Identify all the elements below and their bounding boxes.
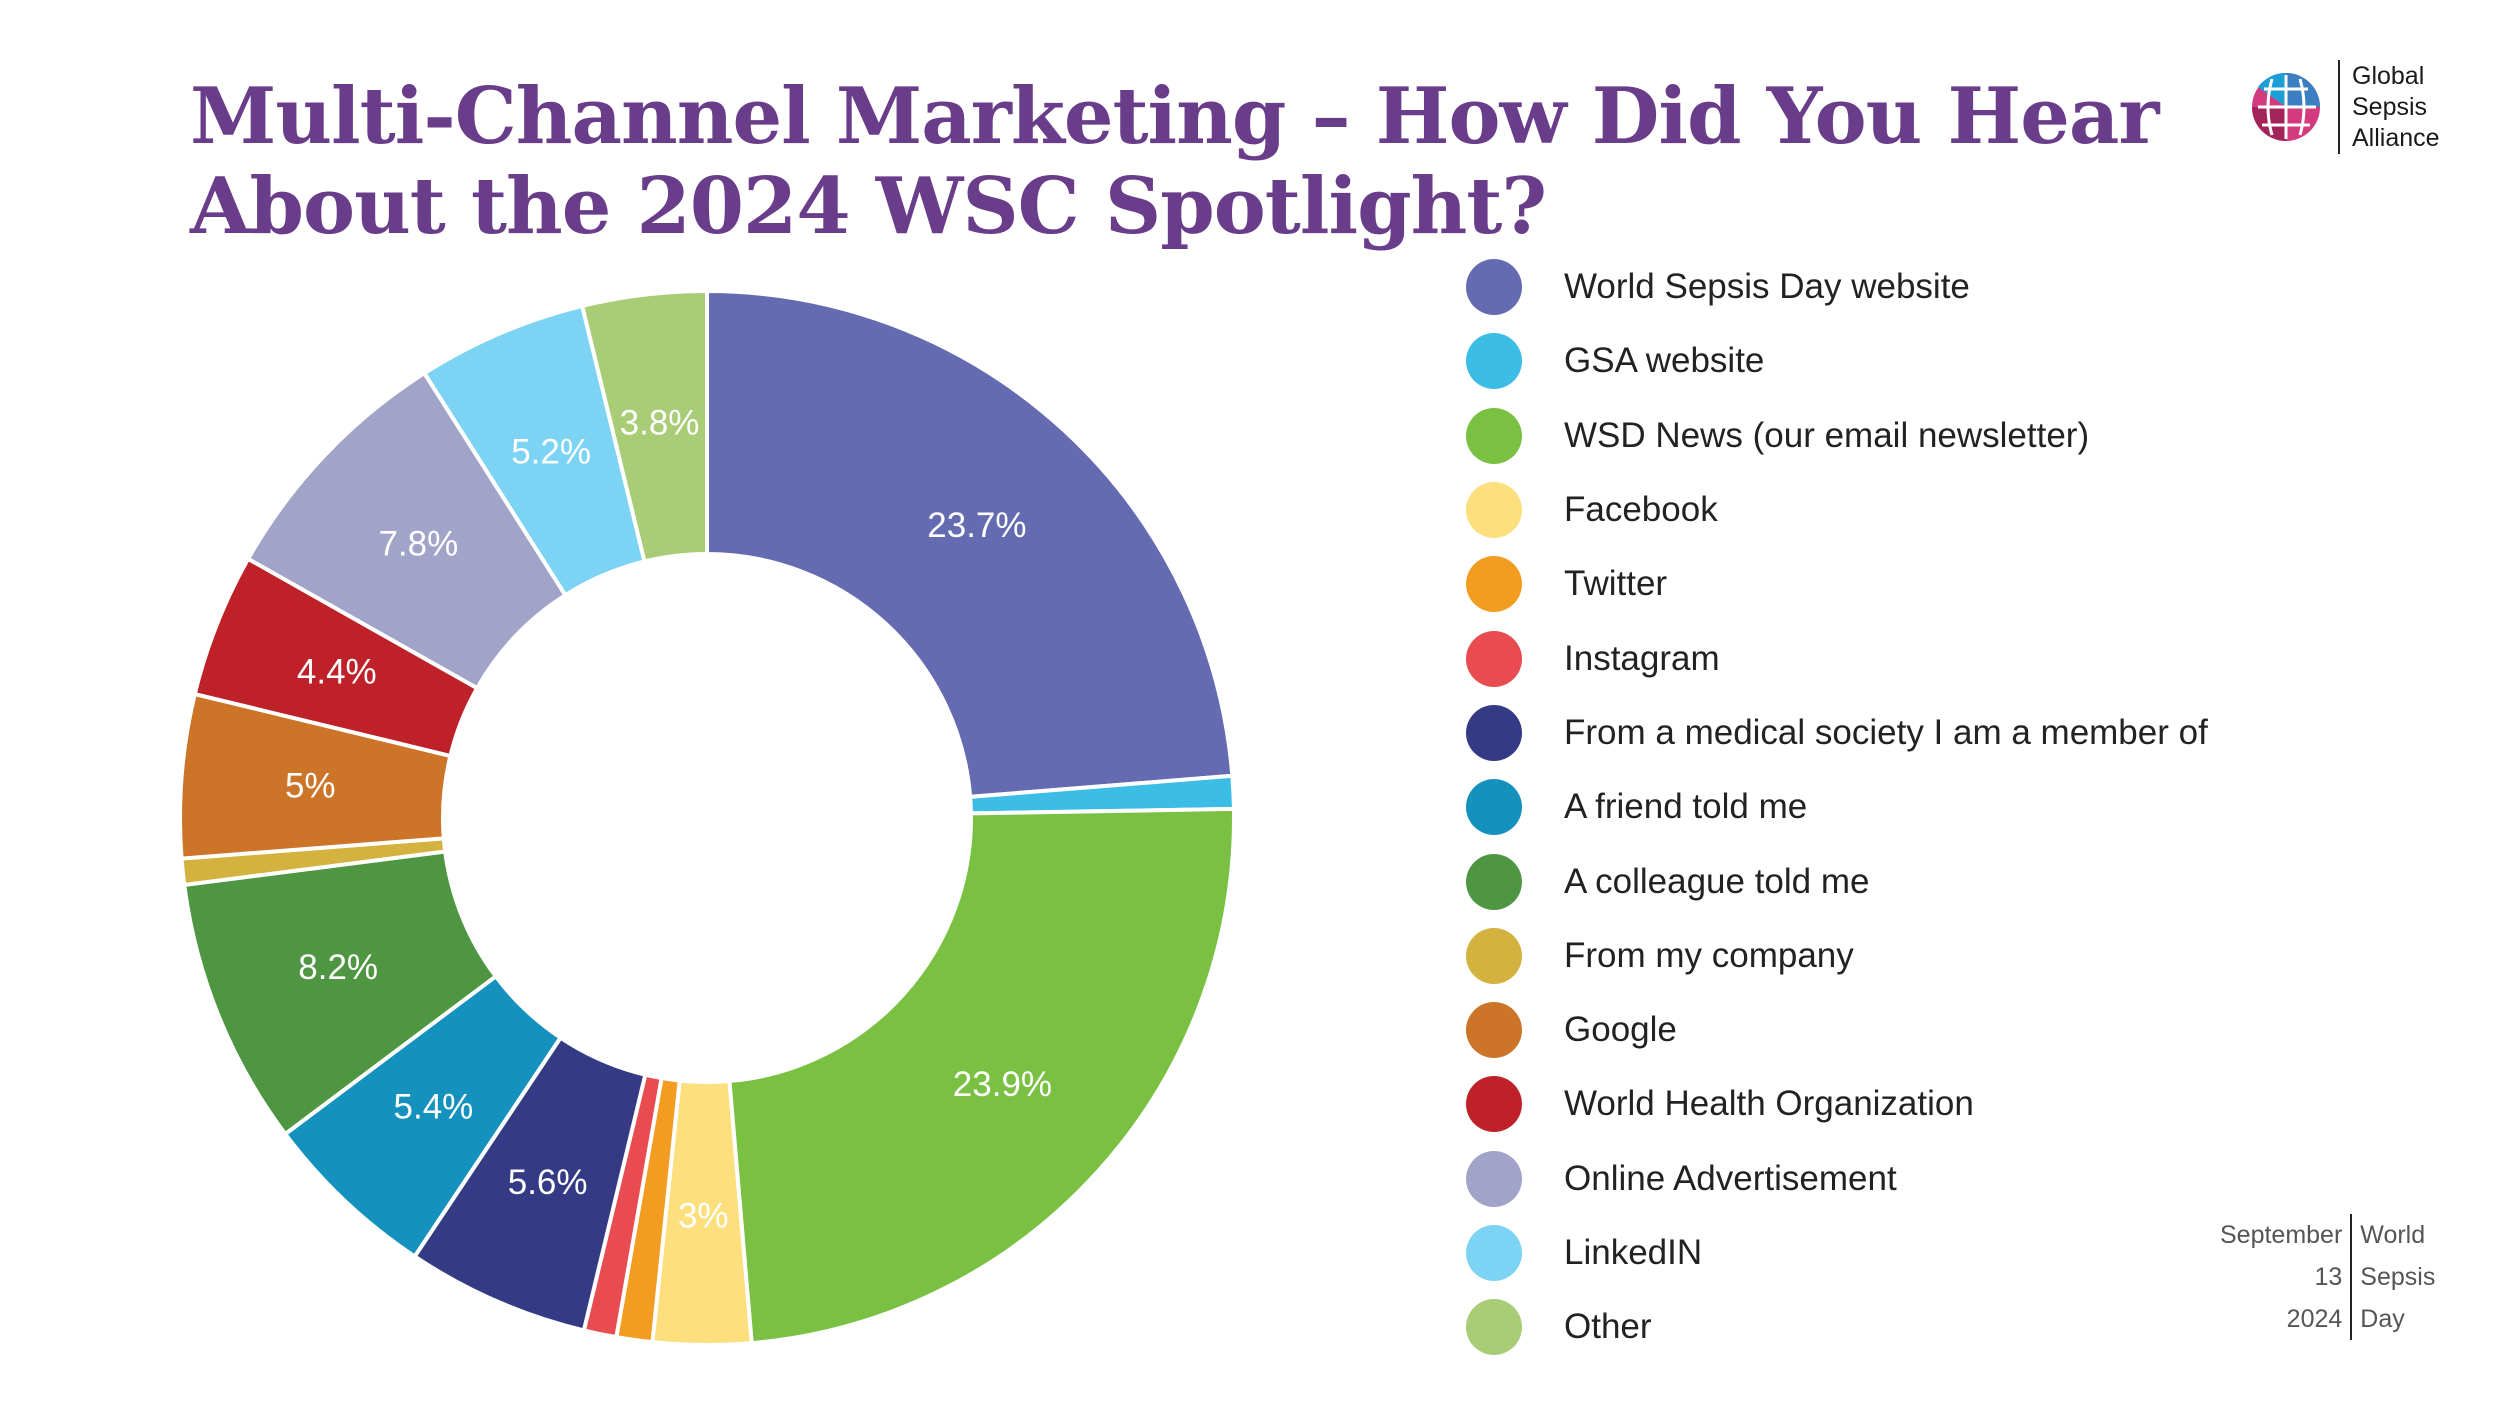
badge-month: September [2220, 1221, 2343, 1249]
slice-label-a-colleague-told-me: 8.2% [298, 948, 378, 987]
badge-day: 13 [2314, 1263, 2343, 1291]
global-sepsis-alliance-logo: Global Sepsis Alliance [2244, 60, 2440, 154]
legend-item-world-health-organization[interactable]: World Health Organization [1466, 1067, 2366, 1141]
legend-label-twitter: Twitter [1564, 564, 1668, 604]
globe-icon [2252, 72, 2320, 141]
legend-item-facebook[interactable]: Facebook [1466, 473, 2366, 547]
legend-item-twitter[interactable]: Twitter [1466, 547, 2366, 621]
page-title: Multi-Channel Marketing – How Did You He… [190, 71, 2159, 252]
legend-item-world-sepsis-day-website[interactable]: World Sepsis Day website [1466, 250, 2366, 324]
legend-label-from-my-company: From my company [1564, 935, 1854, 975]
legend-swatch-google [1466, 1002, 1522, 1059]
legend-label-a-friend-told-me: A friend told me [1564, 787, 1808, 827]
legend-swatch-a-colleague-told-me [1466, 853, 1522, 910]
legend-swatch-linkedin [1466, 1225, 1522, 1281]
legend-label-google: Google [1564, 1010, 1677, 1050]
legend-swatch-online-advertisement [1466, 1150, 1522, 1207]
legend-item-other[interactable]: Other [1466, 1290, 2366, 1364]
legend-item-a-friend-told-me[interactable]: A friend told me [1466, 770, 2366, 844]
slice-wsd-news-our-email-newsletter[interactable] [727, 806, 1236, 1346]
slice-label-world-health-organization: 4.4% [297, 652, 377, 691]
slice-label-other: 3.8% [620, 403, 700, 442]
legend-item-wsd-news-our-email-newsletter[interactable]: WSD News (our email newsletter) [1466, 399, 2366, 473]
legend-swatch-twitter [1466, 556, 1522, 613]
legend-swatch-other [1466, 1299, 1522, 1356]
badge-year: 2024 [2286, 1305, 2343, 1333]
legend-item-linkedin[interactable]: LinkedIN [1466, 1216, 2366, 1290]
legend-label-online-advertisement: Online Advertisement [1564, 1158, 1897, 1198]
legend-item-from-a-medical-society-i-am-a-member-of[interactable]: From a medical society I am a member of [1466, 696, 2366, 770]
legend-swatch-from-a-medical-society-i-am-a-member-of [1466, 704, 1522, 761]
legend-swatch-gsa-website [1466, 333, 1522, 390]
legend-swatch-wsd-news-our-email-newsletter [1466, 407, 1522, 464]
legend-item-instagram[interactable]: Instagram [1466, 621, 2366, 695]
logo-line-alliance: Alliance [2352, 123, 2440, 152]
legend-item-gsa-website[interactable]: GSA website [1466, 324, 2366, 398]
legend-label-a-colleague-told-me: A colleague told me [1564, 861, 1870, 901]
slice-world-sepsis-day-website[interactable] [705, 288, 1235, 800]
badge-sepsis: Sepsis [2360, 1263, 2436, 1291]
slice-label-from-a-medical-society-i-am-a-member-of: 5.6% [508, 1163, 588, 1202]
slice-other[interactable] [579, 288, 709, 564]
slice-label-world-sepsis-day-website: 23.7% [927, 506, 1026, 545]
legend-swatch-a-friend-told-me [1466, 779, 1522, 836]
badge-day-word: Day [2360, 1305, 2405, 1333]
donut-slices [178, 288, 1236, 1347]
legend-label-world-sepsis-day-website: World Sepsis Day website [1564, 267, 1970, 307]
legend-item-a-colleague-told-me[interactable]: A colleague told me [1466, 844, 2366, 918]
legend-swatch-world-health-organization [1466, 1076, 1522, 1133]
slice-label-online-advertisement: 7.8% [378, 524, 458, 563]
slice-label-google: 5% [285, 767, 336, 806]
world-sepsis-day-badge: September 13 2024 World Sepsis Day [2220, 1214, 2435, 1340]
legend-swatch-instagram [1466, 630, 1522, 687]
legend-item-online-advertisement[interactable]: Online Advertisement [1466, 1142, 2366, 1216]
legend-label-instagram: Instagram [1564, 638, 1720, 678]
logo-line-global: Global [2352, 61, 2425, 90]
legend-item-google[interactable]: Google [1466, 993, 2366, 1067]
slice-label-linkedin: 5.2% [511, 432, 591, 471]
legend-label-gsa-website: GSA website [1564, 341, 1765, 381]
slice-label-a-friend-told-me: 5.4% [394, 1088, 474, 1127]
legend-label-from-a-medical-society-i-am-a-member-of: From a medical society I am a member of [1564, 712, 2208, 752]
slice-label-wsd-news-our-email-newsletter: 23.9% [953, 1065, 1052, 1104]
legend-label-facebook: Facebook [1564, 490, 1718, 530]
legend-label-wsd-news-our-email-newsletter: WSD News (our email newsletter) [1564, 415, 2090, 455]
slice-label-facebook: 3% [678, 1196, 729, 1235]
legend-label-world-health-organization: World Health Organization [1564, 1084, 1974, 1124]
donut-slice-labels: 23.7% 23.9% 3% 5.6% 5.4% 8.2% 5% 4.4% 7.8% 5.2% 3.… [285, 403, 1052, 1235]
chart-legend: World Sepsis Day website GSA website WSD N… [1466, 250, 2366, 1364]
legend-swatch-world-sepsis-day-website [1466, 259, 1522, 316]
legend-label-linkedin: LinkedIN [1564, 1233, 1703, 1272]
legend-label-other: Other [1564, 1307, 1652, 1347]
legend-item-from-my-company[interactable]: From my company [1466, 919, 2366, 993]
legend-swatch-facebook [1466, 482, 1522, 539]
badge-world: World [2360, 1221, 2426, 1249]
legend-swatch-from-my-company [1466, 927, 1522, 984]
logo-line-sepsis: Sepsis [2352, 92, 2428, 121]
